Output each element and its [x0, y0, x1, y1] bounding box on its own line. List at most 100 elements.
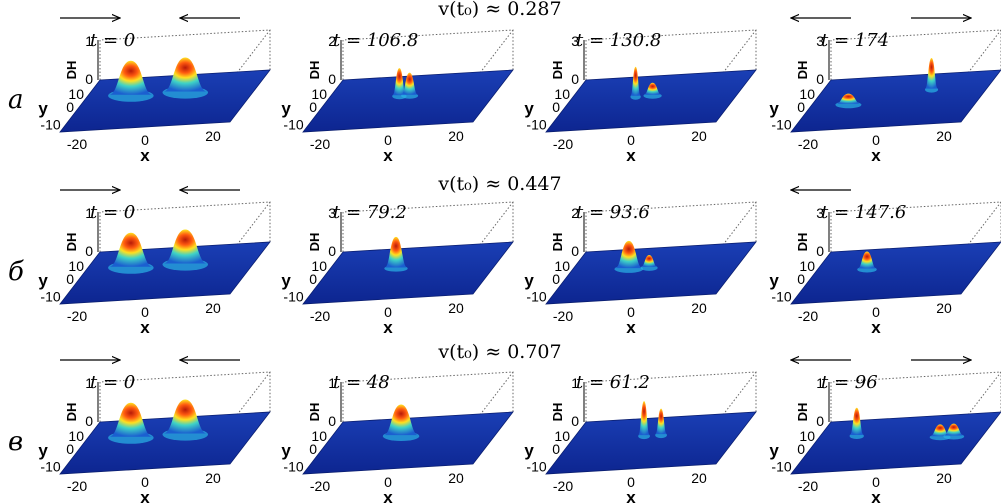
z-tick-max: 3	[816, 33, 824, 49]
z-axis-label: DH	[64, 403, 79, 422]
z-tick-max: 1	[85, 33, 93, 49]
surface-plane	[790, 241, 1001, 305]
x-tick-label: 20	[205, 470, 221, 486]
y-tick-label: 10	[554, 258, 570, 274]
surface-peak	[836, 93, 861, 104]
row-label: в	[8, 427, 23, 457]
x-axis-label: x	[140, 318, 150, 337]
z-tick-max: 1	[328, 375, 336, 391]
y-tick-label: -10	[771, 288, 791, 304]
y-tick-label: 0	[552, 271, 560, 287]
surface-peak	[849, 407, 864, 435]
z-tick-max: 3	[571, 33, 579, 49]
y-tick-label: -10	[771, 458, 791, 474]
surface-plane	[790, 69, 1001, 133]
time-label: t = 130.8	[576, 30, 661, 51]
y-tick-label: -10	[40, 458, 60, 474]
surface-peak	[384, 236, 408, 268]
z-tick-max: 2	[571, 205, 579, 221]
box-wireframe	[715, 201, 757, 255]
surface-peak	[643, 82, 662, 95]
box-wireframe	[229, 29, 271, 83]
y-tick-label: 0	[552, 99, 560, 115]
x-tick-label: 20	[448, 470, 464, 486]
x-tick-label: 20	[205, 128, 221, 144]
z-tick-zero: 0	[85, 71, 93, 87]
box-wireframe	[472, 201, 514, 255]
surface-plane	[545, 411, 757, 475]
y-axis-label: y	[281, 441, 291, 460]
surface-plane	[59, 411, 271, 475]
x-axis-label: x	[626, 146, 636, 165]
surface-plane	[59, 241, 271, 305]
x-tick-label: 0	[384, 132, 392, 148]
y-tick-label: 0	[66, 271, 74, 287]
z-axis-label: DH	[550, 233, 565, 252]
x-tick-label: 20	[691, 470, 707, 486]
velocity-label: v(t₀) ≈ 0.447	[437, 173, 561, 195]
y-tick-label: -10	[526, 116, 546, 132]
y-axis-label: y	[281, 271, 291, 290]
box-wireframe	[960, 201, 1001, 255]
x-tick-label: 20	[936, 128, 952, 144]
surface-peak	[109, 60, 153, 95]
y-tick-label: 0	[309, 99, 317, 115]
y-tick-label: -10	[283, 458, 303, 474]
x-axis-label: x	[871, 318, 881, 337]
box-wireframe	[960, 371, 1001, 425]
z-tick-max: 1	[85, 375, 93, 391]
time-label: t = 106.8	[333, 30, 418, 51]
x-tick-label: -20	[798, 308, 818, 324]
surface-plane	[59, 69, 271, 133]
x-axis-label: x	[871, 488, 881, 503]
z-axis-label: DH	[64, 233, 79, 252]
x-axis-label: x	[383, 318, 393, 337]
time-label: t = 174	[821, 30, 889, 51]
y-tick-label: -10	[283, 116, 303, 132]
velocity-label: v(t₀) ≈ 0.287	[437, 0, 561, 20]
surface-plane	[790, 411, 1001, 475]
time-label: t = 93.6	[576, 202, 650, 223]
box-wireframe	[960, 29, 1001, 83]
y-tick-label: 10	[554, 86, 570, 102]
y-tick-label: 10	[311, 86, 327, 102]
z-tick-max: 1	[85, 205, 93, 221]
surface-peak	[109, 232, 153, 267]
surface-plane	[302, 411, 514, 475]
y-axis-label: y	[38, 271, 48, 290]
z-axis-label: DH	[64, 61, 79, 80]
y-tick-label: 10	[554, 428, 570, 444]
z-tick-zero: 0	[816, 413, 824, 429]
time-label: t = 0	[90, 202, 135, 223]
y-tick-label: -10	[40, 288, 60, 304]
z-tick-zero: 0	[571, 243, 579, 259]
box-wireframe	[715, 29, 757, 83]
x-tick-label: -20	[553, 308, 573, 324]
surface-peak	[925, 57, 938, 89]
surface-peak	[383, 404, 419, 436]
y-tick-label: 10	[311, 428, 327, 444]
y-axis-label: y	[524, 99, 534, 118]
x-axis-label: x	[140, 146, 150, 165]
x-tick-label: 0	[872, 474, 880, 490]
y-tick-label: 10	[68, 258, 84, 274]
x-tick-label: 0	[141, 132, 149, 148]
z-tick-max: 3	[328, 205, 336, 221]
x-tick-label: 0	[141, 304, 149, 320]
y-axis-label: y	[524, 441, 534, 460]
surface-peak	[857, 251, 877, 269]
y-tick-label: -10	[526, 458, 546, 474]
z-axis-label: DH	[307, 61, 322, 80]
x-tick-label: 0	[384, 304, 392, 320]
z-tick-zero: 0	[328, 413, 336, 429]
x-tick-label: -20	[310, 308, 330, 324]
